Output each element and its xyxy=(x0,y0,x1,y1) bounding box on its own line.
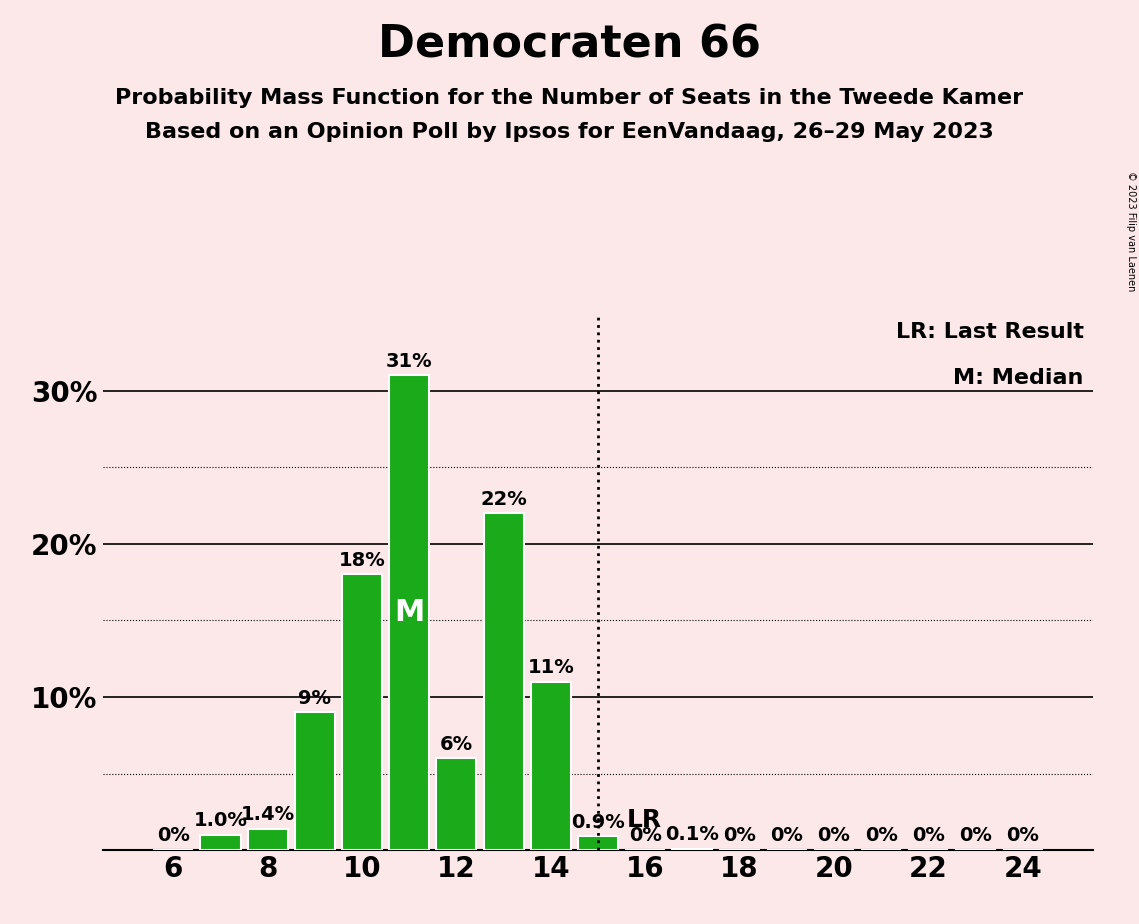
Text: 0%: 0% xyxy=(818,826,851,845)
Text: 0.9%: 0.9% xyxy=(571,813,625,832)
Text: 0%: 0% xyxy=(629,826,662,845)
Bar xyxy=(295,712,335,850)
Text: M: M xyxy=(394,598,425,627)
Text: 18%: 18% xyxy=(338,551,385,570)
Text: Democraten 66: Democraten 66 xyxy=(378,23,761,67)
Text: 0%: 0% xyxy=(770,826,803,845)
Bar xyxy=(436,759,476,850)
Bar xyxy=(531,682,571,850)
Bar xyxy=(200,834,240,850)
Text: LR: LR xyxy=(626,808,662,832)
Text: 6%: 6% xyxy=(440,735,473,754)
Bar xyxy=(484,513,524,850)
Text: 0.1%: 0.1% xyxy=(665,825,720,844)
Text: 0%: 0% xyxy=(723,826,756,845)
Text: © 2023 Filip van Laenen: © 2023 Filip van Laenen xyxy=(1126,171,1136,291)
Text: 0%: 0% xyxy=(959,826,992,845)
Bar xyxy=(672,848,712,850)
Text: Based on an Opinion Poll by Ipsos for EenVandaag, 26–29 May 2023: Based on an Opinion Poll by Ipsos for Ee… xyxy=(145,122,994,142)
Bar xyxy=(577,836,618,850)
Text: M: Median: M: Median xyxy=(953,368,1083,388)
Text: 0%: 0% xyxy=(157,826,190,845)
Text: 31%: 31% xyxy=(386,352,433,371)
Text: 9%: 9% xyxy=(298,688,331,708)
Text: 11%: 11% xyxy=(527,658,574,677)
Text: 0%: 0% xyxy=(1006,826,1039,845)
Text: 1.0%: 1.0% xyxy=(194,811,247,830)
Text: Probability Mass Function for the Number of Seats in the Tweede Kamer: Probability Mass Function for the Number… xyxy=(115,88,1024,108)
Text: 1.4%: 1.4% xyxy=(240,805,295,824)
Text: 0%: 0% xyxy=(912,826,944,845)
Bar xyxy=(390,375,429,850)
Text: LR: Last Result: LR: Last Result xyxy=(895,322,1083,342)
Text: 0%: 0% xyxy=(865,826,898,845)
Text: 22%: 22% xyxy=(481,490,527,508)
Bar xyxy=(342,575,382,850)
Bar xyxy=(247,829,288,850)
